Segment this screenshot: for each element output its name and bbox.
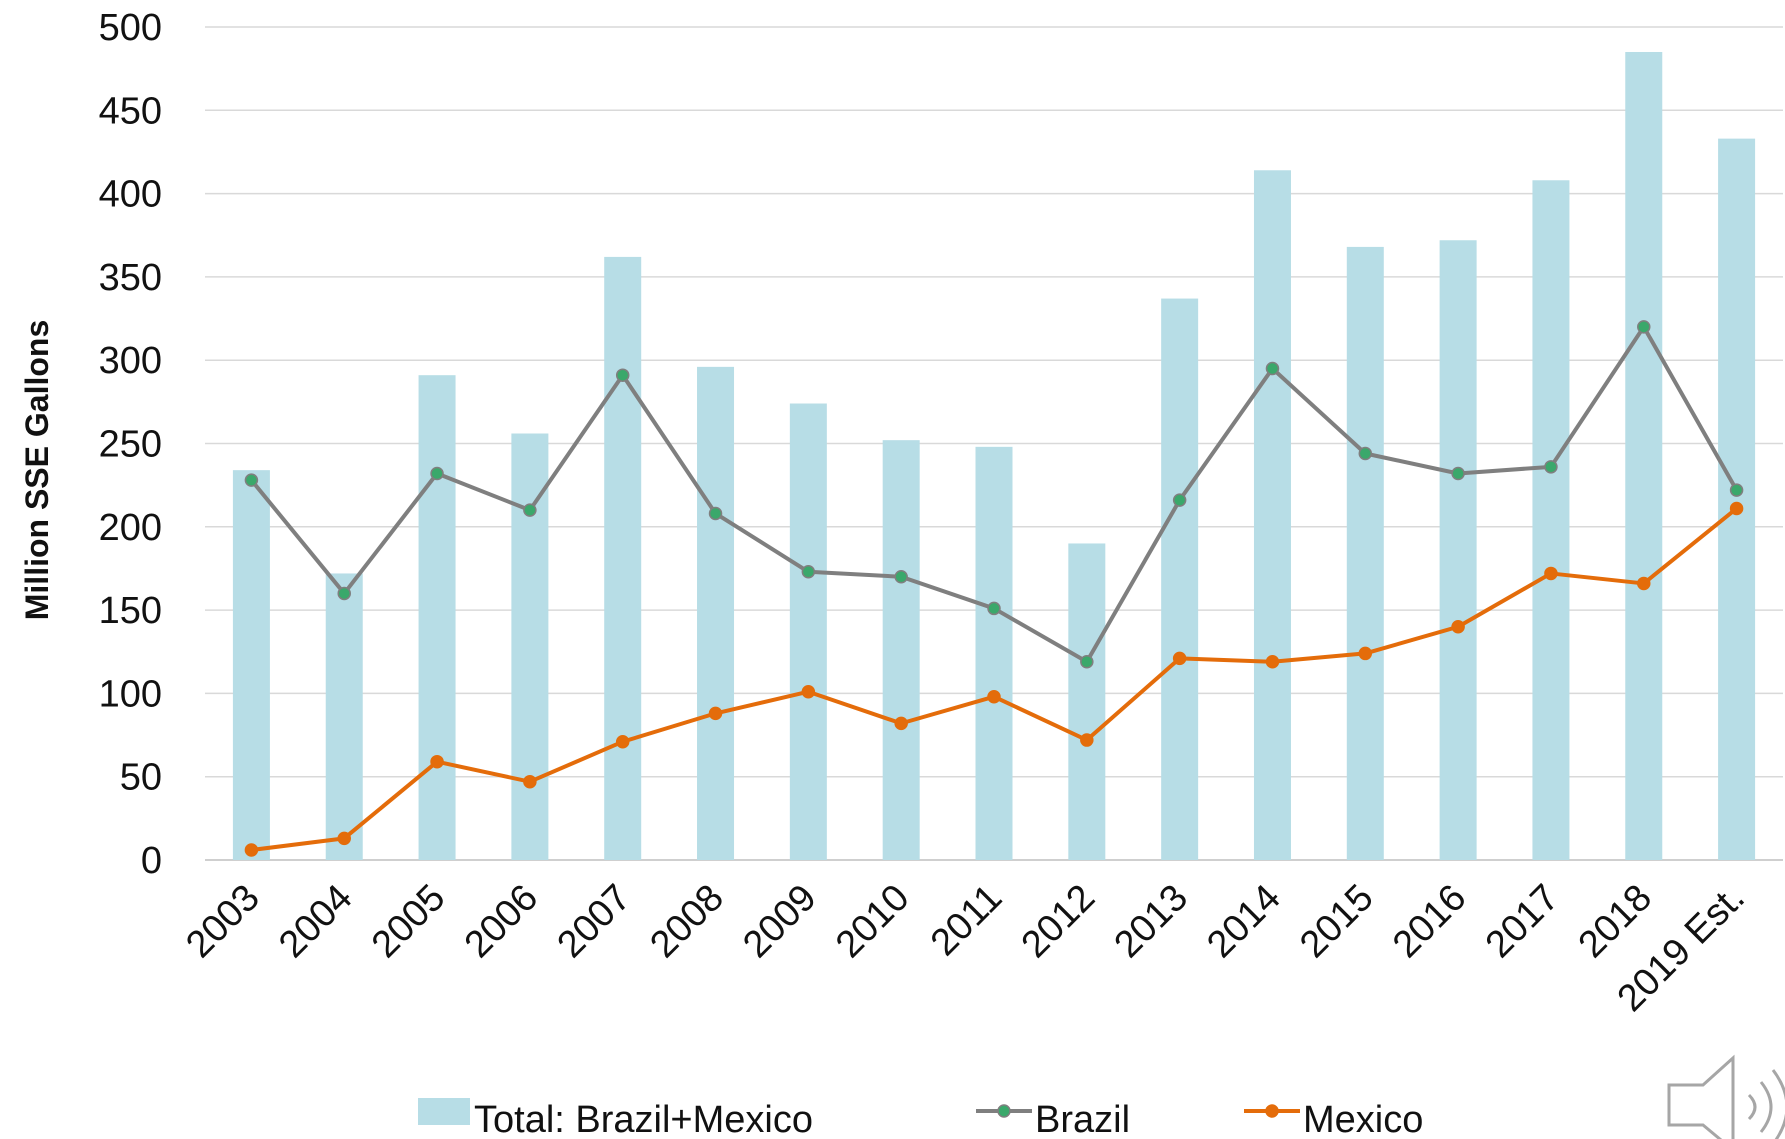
data-point [1729,501,1744,516]
y-tick-label: 150 [99,590,162,632]
data-point [1729,483,1744,497]
bar [1161,298,1199,861]
data-point [987,601,1001,616]
data-point [430,466,444,481]
line-series [244,320,1744,857]
speaker-icon[interactable] [1667,1054,1785,1139]
data-point [894,716,908,731]
x-tick-label: 2017 [1478,877,1567,966]
data-point [987,689,1001,704]
y-tick-label: 200 [99,507,162,549]
data-point [337,831,351,846]
data-point [1080,733,1094,747]
y-tick-label: 350 [99,257,162,299]
x-axis-ticks: 2003 2004 2005 2006 2007 2008 2009 2010 2011 2012… [178,877,1753,1020]
bar [418,375,456,860]
y-tick-label: 50 [120,757,162,799]
data-point [1544,566,1558,581]
legend-label: Brazil [1035,1099,1130,1139]
x-tick-label: 2006 [457,877,546,966]
legend-marker [1265,1104,1279,1118]
bar-series [232,51,1756,861]
data-point [337,586,351,601]
data-point [1265,654,1280,669]
bar [975,446,1013,860]
legend-marker [997,1104,1011,1118]
data-point [523,774,537,789]
x-tick-label: 2009 [735,877,824,966]
data-point [244,473,259,487]
legend: Total: Brazil+Mexico Brazil Mexico [418,1098,1423,1139]
data-point [801,684,816,699]
data-point [1172,651,1187,666]
bar [1346,246,1384,861]
x-tick-label: 2004 [271,877,360,966]
x-tick-label: 2011 [923,877,1010,964]
x-tick-label: 2014 [1199,877,1288,966]
data-point [801,565,816,579]
legend-label: Mexico [1303,1099,1423,1139]
y-tick-label: 300 [99,340,162,382]
bar [325,573,363,860]
y-axis-title: Million SSE Gallons [19,320,55,620]
data-point [244,843,259,857]
data-point [1544,460,1558,474]
x-tick-label: 2012 [1014,877,1103,966]
bar [1068,543,1106,860]
data-point [894,570,908,584]
data-point [708,506,723,521]
legend-label: Total: Brazil+Mexico [474,1099,813,1139]
data-point [1358,646,1373,661]
x-tick-label: 2007 [550,877,639,966]
y-tick-label: 450 [99,90,162,132]
bar [232,470,270,860]
data-point [523,503,537,517]
bar [697,366,735,860]
y-tick-label: 100 [99,673,162,715]
data-point [1451,620,1465,634]
y-tick-label: 500 [99,7,162,49]
bar [1253,170,1291,860]
data-point [615,734,630,749]
x-tick-label: 2015 [1292,877,1381,966]
bar [1625,51,1663,861]
y-axis-ticks: 0 50 100 150 200 250 300 350 400 450 500 [99,7,162,882]
x-tick-label: 2016 [1385,877,1474,966]
data-point [1358,446,1373,461]
x-tick-label: 2005 [364,877,453,966]
bar [511,433,549,860]
bar [1532,180,1570,861]
bar [789,403,827,860]
data-point [1080,654,1094,669]
x-tick-label: 2013 [1107,877,1196,966]
y-tick-label: 250 [99,424,162,466]
data-point [1637,576,1651,591]
x-tick-label: 2010 [828,877,917,966]
y-tick-label: 0 [141,840,162,882]
bar [1439,240,1477,861]
legend-swatch [418,1098,470,1125]
data-point [1265,361,1280,376]
data-point [1172,493,1187,507]
data-point [1451,466,1465,481]
bar [882,440,920,860]
y-tick-label: 400 [99,174,162,216]
x-tick-label: 2008 [642,877,731,966]
x-tick-label: 2003 [178,877,267,966]
bar [1718,138,1756,860]
data-point [430,754,444,769]
data-point [708,706,723,721]
bar [604,256,642,861]
data-point [615,368,630,382]
data-point [1637,320,1651,334]
